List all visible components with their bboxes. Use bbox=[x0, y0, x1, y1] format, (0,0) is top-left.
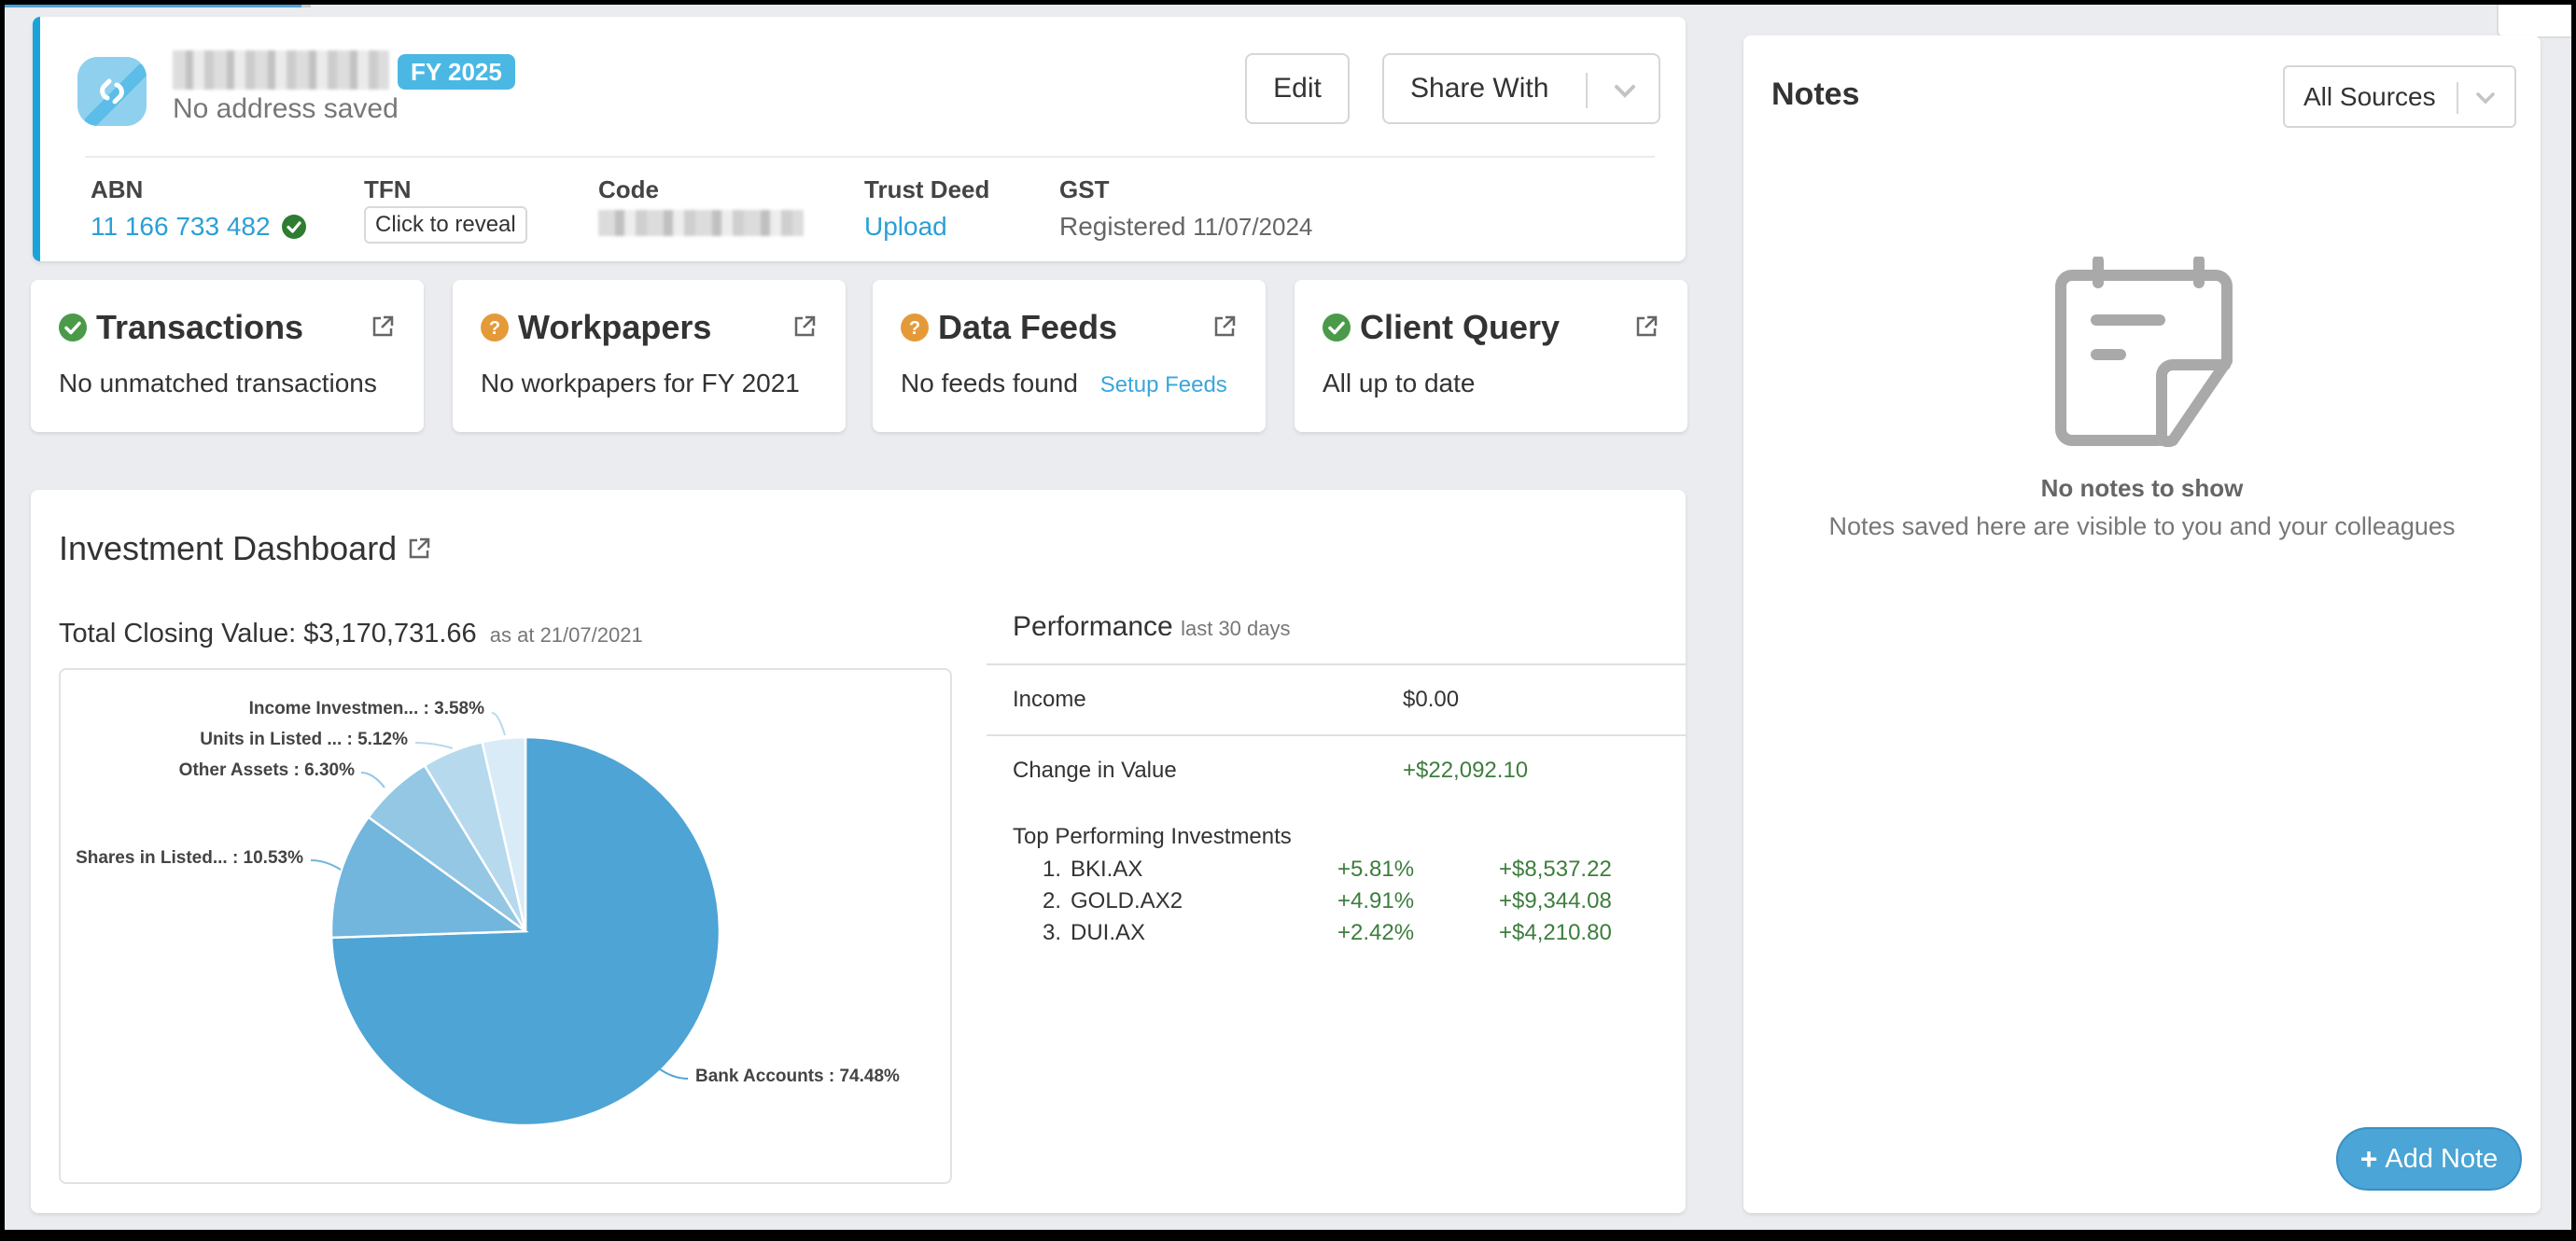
change-in-value: +$22,092.10 bbox=[1403, 758, 1529, 783]
pie-data-label: Bank Accounts : 74.48% bbox=[695, 1067, 900, 1086]
edit-button[interactable]: Edit bbox=[1245, 53, 1350, 124]
notes-panel: Notes All Sources No notes to show Notes… bbox=[1743, 35, 2541, 1213]
pie-data-label: Shares in Listed... : 10.53% bbox=[76, 848, 303, 868]
chevron-down-icon[interactable] bbox=[1612, 77, 1638, 104]
tfn-reveal-button[interactable]: Click to reveal bbox=[364, 206, 527, 244]
status-text: No workpapers for FY 2021 bbox=[481, 369, 800, 397]
abn-label: ABN bbox=[91, 175, 144, 203]
svg-text:?: ? bbox=[489, 318, 500, 339]
check-circle-icon bbox=[59, 314, 87, 342]
notepad-icon bbox=[2055, 257, 2233, 448]
gst-date: 11/07/2024 bbox=[1193, 212, 1313, 241]
button-separator bbox=[1586, 73, 1588, 108]
check-circle-icon bbox=[1323, 314, 1351, 342]
asset-allocation-pie-chart: Bank Accounts : 74.48% Shares in Listed..… bbox=[59, 668, 952, 1184]
list-item: 1. BKI.AX +5.81% +$8,537.22 bbox=[1043, 857, 1612, 882]
performance-section: Performance last 30 days Income $0.00 Ch… bbox=[987, 611, 1686, 949]
trust-deed-upload-link[interactable]: Upload bbox=[864, 212, 947, 241]
status-title: Client Query bbox=[1360, 308, 1561, 346]
gst-label: GST bbox=[1059, 175, 1110, 203]
pie-chart-svg: Bank Accounts : 74.48% Shares in Listed..… bbox=[76, 699, 900, 1127]
investment-dashboard-title: Investment Dashboard bbox=[59, 529, 398, 567]
notes-empty-title: No notes to show bbox=[2040, 474, 2244, 502]
code-value-redacted bbox=[598, 210, 804, 236]
performance-row-income: Income $0.00 bbox=[987, 663, 1686, 734]
as-at-date: as at 21/07/2021 bbox=[489, 623, 643, 647]
gst-status: Registered bbox=[1059, 212, 1186, 241]
notes-empty-subtitle: Notes saved here are visible to you and … bbox=[1828, 512, 2456, 540]
status-title: Transactions bbox=[96, 308, 304, 346]
chevron-down-icon bbox=[2476, 92, 2495, 105]
share-with-button[interactable]: Share With bbox=[1382, 53, 1660, 124]
client-logo-icon bbox=[77, 57, 147, 126]
notes-title: Notes bbox=[1771, 77, 1860, 112]
total-closing-value: Total Closing Value: $3,170,731.66 as at… bbox=[59, 619, 643, 648]
list-item: 3. DUI.AX +2.42% +$4,210.80 bbox=[1043, 920, 1612, 945]
performance-row-change-in-value: Change in Value +$22,092.10 bbox=[987, 734, 1686, 805]
loading-progress-bar bbox=[5, 5, 301, 7]
pie-data-label: Other Assets : 6.30% bbox=[179, 760, 355, 780]
top-performing-title: Top Performing Investments bbox=[1013, 824, 1292, 849]
loading-progress-track bbox=[301, 5, 311, 7]
total-value-amount: $3,170,731.66 bbox=[303, 619, 477, 648]
external-link-icon[interactable] bbox=[1211, 314, 1238, 340]
pie-slice[interactable] bbox=[329, 815, 529, 940]
svg-text:?: ? bbox=[909, 318, 920, 339]
client-address: No address saved bbox=[173, 93, 399, 124]
fy-badge: FY 2025 bbox=[398, 54, 515, 90]
income-value: $0.00 bbox=[1403, 687, 1460, 712]
question-circle-icon: ? bbox=[481, 314, 509, 342]
add-note-label: Add Note bbox=[2385, 1143, 2499, 1174]
performance-title: Performance bbox=[1013, 611, 1173, 642]
status-text: No unmatched transactions bbox=[59, 369, 377, 397]
external-link-icon[interactable] bbox=[406, 536, 432, 562]
label-connector bbox=[310, 859, 342, 871]
label-connector bbox=[650, 1061, 689, 1080]
external-link-icon[interactable] bbox=[370, 314, 396, 340]
check-circle-icon bbox=[281, 215, 306, 239]
button-separator bbox=[2457, 82, 2458, 114]
share-with-label: Share With bbox=[1410, 73, 1549, 104]
code-label: Code bbox=[598, 175, 659, 203]
status-text: All up to date bbox=[1323, 369, 1476, 397]
status-card-client-query[interactable]: Client Query All up to date bbox=[1295, 280, 1687, 432]
external-link-icon[interactable] bbox=[791, 314, 818, 340]
top-performing-list: 1. BKI.AX +5.81% +$8,537.22 2. GOLD.AX2 … bbox=[1043, 854, 1686, 949]
label-connector bbox=[414, 742, 454, 749]
status-text: No feeds found bbox=[901, 369, 1078, 397]
tfn-label: TFN bbox=[364, 175, 412, 203]
status-card-transactions[interactable]: Transactions No unmatched transactions bbox=[31, 280, 424, 432]
label-connector bbox=[360, 772, 385, 788]
header-divider bbox=[85, 156, 1655, 158]
pie-data-label: Income Investmen... : 3.58% bbox=[249, 699, 484, 718]
abn-value-link[interactable]: 11 166 733 482 bbox=[91, 212, 271, 241]
field-gst: GST Registered 11/07/2024 bbox=[1059, 175, 1312, 242]
status-card-data-feeds[interactable]: ? Data Feeds No feeds found Setup Feeds bbox=[873, 280, 1266, 432]
status-title: Data Feeds bbox=[938, 308, 1118, 346]
field-code: Code bbox=[598, 175, 804, 236]
add-note-button[interactable]: + Add Note bbox=[2336, 1127, 2522, 1191]
field-trust-deed: Trust Deed Upload bbox=[864, 175, 989, 242]
field-tfn: TFN Click to reveal bbox=[364, 175, 527, 244]
client-name-redacted bbox=[173, 50, 389, 90]
page: FY 2025 No address saved Edit Share With… bbox=[5, 5, 2571, 1230]
external-link-icon[interactable] bbox=[1633, 314, 1659, 340]
setup-feeds-link[interactable]: Setup Feeds bbox=[1099, 372, 1227, 397]
pie-data-label: Units in Listed ... : 5.12% bbox=[200, 730, 408, 749]
status-card-workpapers[interactable]: ? Workpapers No workpapers for FY 2021 bbox=[453, 280, 846, 432]
label-connector bbox=[491, 712, 506, 736]
pie-slice[interactable] bbox=[481, 735, 527, 932]
investment-dashboard-card: Investment Dashboard Total Closing Value… bbox=[31, 490, 1686, 1213]
corner-widget-tab[interactable] bbox=[2497, 5, 2571, 38]
sources-filter-value: All Sources bbox=[2303, 81, 2436, 111]
trust-deed-label: Trust Deed bbox=[864, 175, 990, 203]
client-header-card: FY 2025 No address saved Edit Share With… bbox=[33, 17, 1686, 261]
list-item: 2. GOLD.AX2 +4.91% +$9,344.08 bbox=[1043, 888, 1612, 913]
status-title: Workpapers bbox=[518, 308, 712, 346]
field-abn: ABN 11 166 733 482 bbox=[91, 175, 306, 242]
performance-period: last 30 days bbox=[1181, 617, 1291, 640]
sources-filter-dropdown[interactable]: All Sources bbox=[2283, 65, 2516, 128]
question-circle-icon: ? bbox=[901, 314, 929, 342]
plus-icon: + bbox=[2359, 1141, 2378, 1176]
